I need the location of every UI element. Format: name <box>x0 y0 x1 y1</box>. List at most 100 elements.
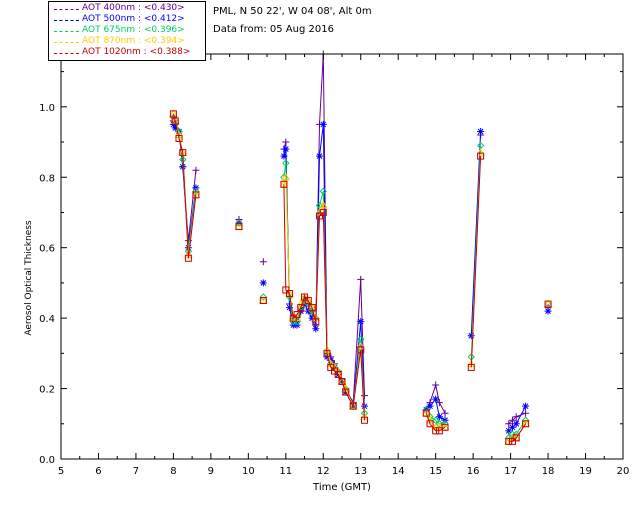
data-point <box>234 222 244 230</box>
data-point <box>477 152 485 160</box>
legend-item-400: AOT 400nm : <0.430> <box>49 3 205 15</box>
legend-label: AOT 500nm : <0.412> <box>82 14 185 24</box>
data-point <box>508 416 516 424</box>
data-point <box>505 427 513 435</box>
x-tick-label: 7 <box>133 466 139 477</box>
y-tick-label: 0.2 <box>39 385 55 396</box>
series-line <box>173 54 548 424</box>
x-tick-label: 13 <box>354 466 367 477</box>
data-point <box>259 293 268 301</box>
data-point <box>544 300 552 308</box>
data-point <box>522 402 530 410</box>
data-point <box>171 117 179 125</box>
data-point <box>175 135 183 143</box>
data-point <box>435 413 443 421</box>
data-point <box>334 370 342 378</box>
data-point <box>466 359 476 367</box>
data-point <box>179 163 187 171</box>
data-point <box>280 180 288 188</box>
data-point <box>422 405 431 414</box>
data-point <box>512 420 520 428</box>
data-point <box>440 422 450 431</box>
data-point <box>192 166 200 174</box>
data-point <box>316 152 324 160</box>
data-point <box>259 297 267 305</box>
data-point <box>426 402 434 410</box>
data-point <box>331 367 339 375</box>
data-point <box>357 318 365 326</box>
legend-label: AOT 675nm : <0.396> <box>82 25 185 35</box>
y-tick-label: 0.6 <box>39 244 55 255</box>
data-point <box>349 402 357 410</box>
x-tick-label: 11 <box>279 466 292 477</box>
x-tick-label: 15 <box>429 466 442 477</box>
data-point <box>476 148 485 156</box>
data-point <box>293 311 301 319</box>
x-axis-label: Time (GMT) <box>312 482 371 493</box>
data-point <box>259 279 267 287</box>
x-tick-label: 18 <box>542 466 555 477</box>
data-point <box>360 392 368 400</box>
data-point <box>441 423 449 431</box>
data-point <box>319 208 327 216</box>
legend-label: AOT 1020nm : <0.388> <box>82 47 191 57</box>
data-point <box>426 420 434 428</box>
data-point <box>171 124 179 132</box>
data-point <box>286 289 294 297</box>
data-point <box>169 110 177 118</box>
legend-label: AOT 400nm : <0.430> <box>82 3 185 13</box>
date-info: Data from: 05 Aug 2016 <box>213 24 334 35</box>
data-point <box>297 304 305 312</box>
data-point <box>477 127 485 135</box>
x-tick-label: 20 <box>617 466 630 477</box>
data-point <box>331 363 339 371</box>
x-tick-label: 6 <box>95 466 101 477</box>
y-tick-label: 1.0 <box>39 103 55 114</box>
data-point <box>360 409 369 417</box>
y-tick-label: 0.4 <box>39 314 55 325</box>
data-point <box>357 346 365 354</box>
x-tick-label: 9 <box>208 466 214 477</box>
data-point <box>422 409 430 417</box>
x-tick-label: 10 <box>242 466 255 477</box>
data-point <box>435 422 444 431</box>
data-point <box>521 416 530 424</box>
legend-swatch <box>54 42 79 43</box>
legend-swatch <box>54 20 79 21</box>
data-point <box>421 408 431 417</box>
data-point <box>360 402 368 410</box>
data-point <box>179 155 187 164</box>
x-tick-label: 16 <box>467 466 480 477</box>
data-point <box>308 314 316 322</box>
data-point <box>316 212 324 220</box>
data-point <box>360 412 369 420</box>
legend-swatch <box>54 53 79 54</box>
data-point <box>192 191 200 199</box>
y-axis-label: Aerosol Optical Thickness <box>24 220 34 336</box>
data-point <box>304 297 312 305</box>
data-point <box>282 145 290 153</box>
data-point <box>338 378 346 386</box>
data-point <box>327 363 335 371</box>
data-point <box>435 427 443 435</box>
data-point <box>435 399 443 407</box>
data-point <box>179 149 187 157</box>
data-point <box>522 420 530 428</box>
data-point <box>315 207 324 216</box>
data-point <box>357 275 365 283</box>
data-point <box>432 395 440 403</box>
data-point <box>330 362 339 371</box>
legend-label: AOT 870nm : <0.394> <box>82 36 185 46</box>
data-point <box>504 436 514 445</box>
data-point <box>307 303 317 311</box>
y-tick-label: 0.0 <box>39 455 55 466</box>
data-point <box>512 413 520 421</box>
legend: AOT 400nm : <0.430> AOT 500nm : <0.412> … <box>48 1 206 61</box>
data-point <box>467 363 475 371</box>
legend-swatch <box>54 9 79 10</box>
data-point <box>349 402 357 410</box>
data-point <box>333 366 343 374</box>
x-tick-label: 12 <box>317 466 330 477</box>
data-point <box>505 437 513 445</box>
